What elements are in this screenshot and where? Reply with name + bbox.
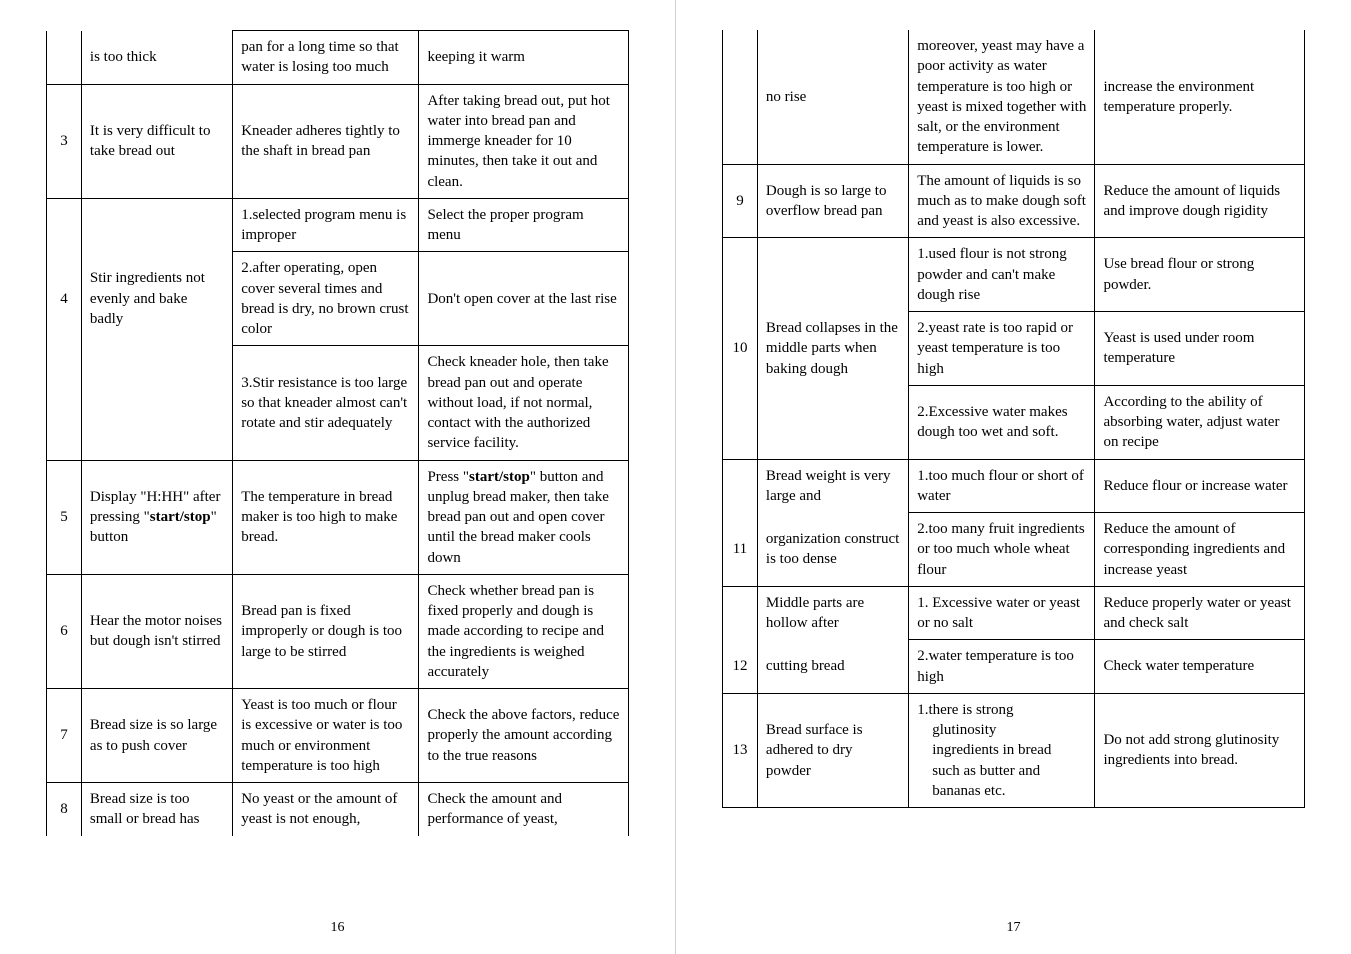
problem-cell: It is very difficult to take bread out — [81, 84, 232, 198]
problem-cell: Bread size is too small or bread has — [81, 783, 232, 836]
cause-cell: Yeast is too much or flour is excessive … — [233, 689, 419, 783]
table-row: 3It is very difficult to take bread outK… — [47, 84, 629, 198]
solution-cell: Do not add strong glutinosity ingredient… — [1095, 693, 1305, 807]
row-number: 4 — [47, 252, 82, 346]
table-row: 1.used flour is not strong powder and ca… — [723, 238, 1305, 312]
cause-cell: No yeast or the amount of yeast is not e… — [233, 783, 419, 836]
table-row: 10Bread collapses in the middle parts wh… — [723, 312, 1305, 386]
cause-cell: 2.water temperature is too high — [909, 640, 1095, 694]
problem-cell: Middle parts are hollow after — [757, 586, 908, 640]
table-row: Middle parts are hollow after1. Excessiv… — [723, 586, 1305, 640]
problem-cell: Bread size is so large as to push cover — [81, 689, 232, 783]
table-row: 2.Excessive water makes dough too wet an… — [723, 385, 1305, 459]
table-row: 3.Stir resistance is too large so that k… — [47, 346, 629, 460]
row-number — [723, 30, 758, 164]
solution-cell: After taking bread out, put hot water in… — [419, 84, 629, 198]
cause-cell: moreover, yeast may have a poor activity… — [909, 30, 1095, 164]
cause-cell: 1.too much flour or short of water — [909, 459, 1095, 513]
table-row: 4Stir ingredients not evenly and bake ba… — [47, 252, 629, 346]
table-row: 13Bread surface is adhered to dry powder… — [723, 693, 1305, 807]
solution-cell: Reduce properly water or yeast and check… — [1095, 586, 1305, 640]
problem-cell: Bread collapses in the middle parts when… — [757, 312, 908, 386]
table-row: 11organization construct is too dense2.t… — [723, 513, 1305, 587]
table-row: 7Bread size is so large as to push cover… — [47, 689, 629, 783]
problem-cell: Dough is so large to overflow bread pan — [757, 164, 908, 238]
troubleshooting-table-right: no risemoreover, yeast may have a poor a… — [722, 30, 1305, 808]
cause-cell: 2.yeast rate is too rapid or yeast tempe… — [909, 312, 1095, 386]
table-row: 12cutting bread2.water temperature is to… — [723, 640, 1305, 694]
table-row: Bread weight is very large and1.too much… — [723, 459, 1305, 513]
solution-cell: Check the amount and performance of yeas… — [419, 783, 629, 836]
cause-cell: 2.Excessive water makes dough too wet an… — [909, 385, 1095, 459]
cause-cell: 3.Stir resistance is too large so that k… — [233, 346, 419, 460]
row-number: 3 — [47, 84, 82, 198]
table-row: 1.selected program menu is improperSelec… — [47, 198, 629, 252]
row-number: 12 — [723, 640, 758, 694]
solution-cell: Reduce the amount of corresponding ingre… — [1095, 513, 1305, 587]
solution-cell: Check whether bread pan is fixed properl… — [419, 574, 629, 688]
page-number-right: 17 — [676, 920, 1351, 936]
problem-cell: is too thick — [81, 31, 232, 85]
row-number: 5 — [47, 460, 82, 574]
row-number: 10 — [723, 312, 758, 386]
row-number: 8 — [47, 783, 82, 836]
problem-cell: Bread weight is very large and — [757, 459, 908, 513]
row-number: 6 — [47, 574, 82, 688]
row-number — [723, 586, 758, 640]
row-number: 7 — [47, 689, 82, 783]
problem-cell: Hear the motor noises but dough isn't st… — [81, 574, 232, 688]
page-number-left: 16 — [0, 920, 675, 936]
row-number — [723, 238, 758, 312]
cause-cell: 1.used flour is not strong powder and ca… — [909, 238, 1095, 312]
cause-cell: 1. Excessive water or yeast or no salt — [909, 586, 1095, 640]
solution-cell: Yeast is used under room temperature — [1095, 312, 1305, 386]
problem-cell: Bread surface is adhered to dry powder — [757, 693, 908, 807]
solution-cell: According to the ability of absorbing wa… — [1095, 385, 1305, 459]
cause-cell: 1.there is strong glutinosity ingredient… — [909, 693, 1095, 807]
troubleshooting-table-left: is too thickpan for a long time so that … — [46, 30, 629, 836]
row-number — [47, 198, 82, 252]
solution-cell: keeping it warm — [419, 31, 629, 85]
problem-cell — [81, 198, 232, 252]
table-row: no risemoreover, yeast may have a poor a… — [723, 30, 1305, 164]
cause-cell: The temperature in bread maker is too hi… — [233, 460, 419, 574]
solution-cell: Reduce the amount of liquids and improve… — [1095, 164, 1305, 238]
row-number — [723, 459, 758, 513]
problem-cell: organization construct is too dense — [757, 513, 908, 587]
problem-cell: Stir ingredients not evenly and bake bad… — [81, 252, 232, 346]
row-number — [47, 31, 82, 85]
problem-cell: cutting bread — [757, 640, 908, 694]
cause-cell: 1.selected program menu is improper — [233, 198, 419, 252]
table-row: 8Bread size is too small or bread hasNo … — [47, 783, 629, 836]
solution-cell: Press "start/stop" button and unplug bre… — [419, 460, 629, 574]
table-row: 5Display "H:HH" after pressing "start/st… — [47, 460, 629, 574]
row-number: 9 — [723, 164, 758, 238]
table-row: 6Hear the motor noises but dough isn't s… — [47, 574, 629, 688]
problem-cell — [81, 346, 232, 460]
table-row: is too thickpan for a long time so that … — [47, 31, 629, 85]
cause-cell: The amount of liquids is so much as to m… — [909, 164, 1095, 238]
problem-cell — [757, 385, 908, 459]
row-number — [47, 346, 82, 460]
row-number: 11 — [723, 513, 758, 587]
solution-cell: Check water temperature — [1095, 640, 1305, 694]
cause-cell: 2.too many fruit ingredients or too much… — [909, 513, 1095, 587]
solution-cell: Select the proper program menu — [419, 198, 629, 252]
row-number: 13 — [723, 693, 758, 807]
table-row: 9Dough is so large to overflow bread pan… — [723, 164, 1305, 238]
problem-cell: no rise — [757, 30, 908, 164]
cause-cell: Bread pan is fixed improperly or dough i… — [233, 574, 419, 688]
solution-cell: Reduce flour or increase water — [1095, 459, 1305, 513]
solution-cell: increase the environment temperature pro… — [1095, 30, 1305, 164]
solution-cell: Check the above factors, reduce properly… — [419, 689, 629, 783]
row-number — [723, 385, 758, 459]
solution-cell: Don't open cover at the last rise — [419, 252, 629, 346]
cause-cell: pan for a long time so that water is los… — [233, 31, 419, 85]
cause-cell: 2.after operating, open cover several ti… — [233, 252, 419, 346]
cause-cell: Kneader adheres tightly to the shaft in … — [233, 84, 419, 198]
solution-cell: Use bread flour or strong powder. — [1095, 238, 1305, 312]
problem-cell — [757, 238, 908, 312]
solution-cell: Check kneader hole, then take bread pan … — [419, 346, 629, 460]
problem-cell: Display "H:HH" after pressing "start/sto… — [81, 460, 232, 574]
